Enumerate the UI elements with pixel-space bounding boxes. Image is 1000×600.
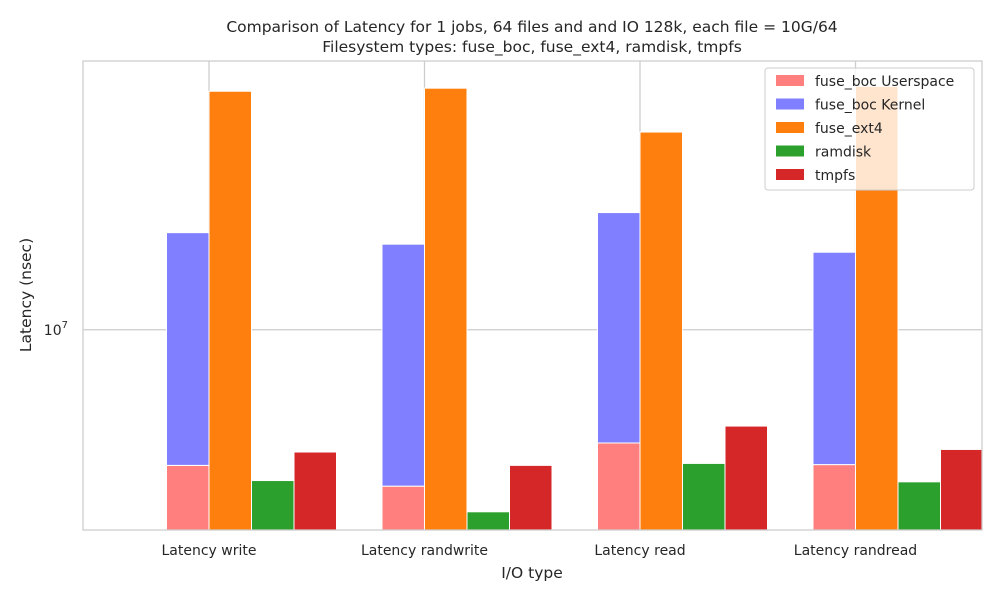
y-axis-label: Latency (nsec)	[17, 238, 35, 352]
bar	[509, 464, 553, 531]
bar	[251, 480, 295, 531]
legend-swatch	[776, 75, 804, 86]
plot-frame	[82, 60, 983, 531]
bar	[208, 90, 252, 531]
bar	[166, 464, 210, 531]
x-tick-label: Latency randwrite	[361, 543, 488, 559]
bar	[812, 464, 856, 531]
legend-label: fuse_boc Userspace	[815, 74, 954, 90]
legend-label: tmpfs	[815, 168, 855, 184]
x-axis-label: I/O type	[501, 564, 563, 582]
bar	[940, 448, 984, 531]
x-tick-label: Latency write	[162, 543, 257, 559]
x-tick-label: Latency read	[594, 543, 685, 559]
y-tick-label: 107	[44, 320, 68, 339]
bar	[293, 451, 337, 531]
bar	[466, 511, 510, 531]
legend: fuse_boc Userspace fuse_boc Kernel fuse_ex…	[764, 67, 975, 191]
bar	[597, 212, 641, 444]
legend-swatch	[776, 145, 804, 157]
legend-swatch	[776, 169, 804, 180]
bar	[381, 243, 425, 487]
bar	[381, 485, 425, 531]
legend-label: ramdisk	[815, 145, 872, 161]
legend-label: fuse_ext4	[815, 121, 883, 137]
chart-title-line-2: Filesystem types: fuse_boc, fuse_ext4, r…	[322, 38, 742, 57]
bars-layer	[166, 85, 984, 531]
x-tick-label: Latency randread	[794, 543, 917, 559]
bar	[597, 442, 641, 531]
legend-swatch	[776, 98, 804, 110]
bar	[424, 87, 468, 531]
bar	[812, 251, 856, 466]
y-tick-exponent: 7	[62, 320, 68, 331]
legend-swatch	[776, 122, 804, 133]
bar	[639, 131, 683, 531]
chart-title-line-1: Comparison of Latency for 1 jobs, 64 fil…	[226, 18, 837, 36]
bar	[724, 425, 768, 531]
bar	[897, 481, 941, 531]
legend-label: fuse_boc Kernel	[815, 98, 925, 114]
bar	[682, 462, 726, 531]
ticks-layer: Latency write Latency randwrite Latency re…	[44, 320, 917, 559]
legend-box	[764, 67, 975, 191]
bar	[166, 232, 210, 466]
y-tick-base: 10	[44, 323, 62, 339]
